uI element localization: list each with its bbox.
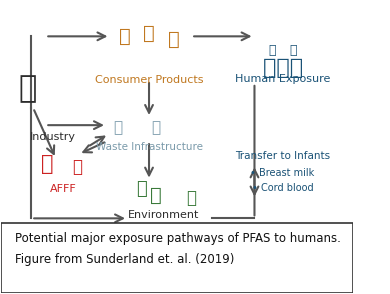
Text: 🌍: 🌍 [136, 180, 147, 198]
Text: 🚛: 🚛 [151, 121, 161, 136]
Text: • Breast milk: • Breast milk [250, 168, 315, 178]
Text: Figure from Sunderland et. al. (2019): Figure from Sunderland et. al. (2019) [16, 253, 235, 265]
Text: 🏭: 🏭 [19, 74, 37, 103]
Text: Consumer Products: Consumer Products [95, 75, 203, 85]
Text: Transfer to Infants: Transfer to Infants [235, 151, 330, 161]
Text: 🧯: 🧯 [41, 154, 53, 174]
Text: 👨‍👩‍👦: 👨‍👩‍👦 [262, 59, 303, 78]
Text: Waste Infrastructure: Waste Infrastructure [96, 142, 202, 152]
Text: 🌊: 🌊 [150, 186, 162, 205]
FancyBboxPatch shape [2, 223, 353, 293]
Text: 🐟: 🐟 [268, 44, 276, 57]
Text: Environment: Environment [128, 211, 199, 220]
Text: 💻: 💻 [143, 24, 155, 43]
Text: 🧴: 🧴 [119, 27, 130, 46]
Text: 🦞: 🦞 [72, 158, 82, 176]
Text: 🚢: 🚢 [113, 121, 122, 136]
Text: 🐘: 🐘 [186, 189, 196, 207]
Text: Potential major exposure pathways of PFAS to humans.: Potential major exposure pathways of PFA… [16, 232, 341, 245]
Text: • Cord blood: • Cord blood [252, 183, 314, 193]
Text: 🧥: 🧥 [168, 30, 179, 49]
Text: Industry: Industry [30, 132, 76, 142]
Text: AFFF: AFFF [50, 184, 76, 194]
Text: Human Exposure: Human Exposure [235, 74, 330, 83]
Text: 🚰: 🚰 [289, 44, 297, 57]
